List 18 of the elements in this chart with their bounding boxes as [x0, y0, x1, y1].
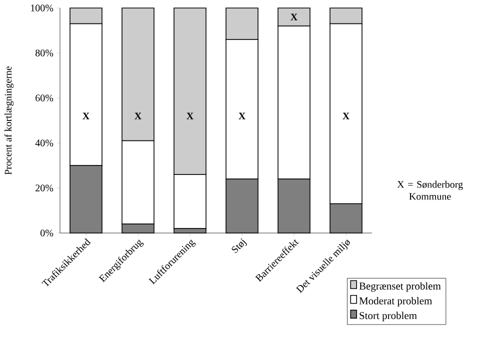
legend-label: Moderat problem: [359, 296, 432, 307]
annotation: X: [134, 112, 142, 120]
y-tick-label: 80%: [36, 50, 54, 56]
y-tick-label: 0%: [40, 230, 54, 236]
legend-label: Begrænset problem: [359, 282, 441, 292]
y-tick-label: 20%: [36, 184, 54, 192]
annotation: X: [186, 112, 194, 120]
legend-label: Stort problem: [360, 312, 417, 322]
annotation: X: [342, 112, 350, 120]
y-tick-label: 60%: [36, 94, 54, 102]
y-axis-title: Procent af kortlægningerne: [4, 66, 14, 175]
annotation: X: [82, 112, 90, 120]
annotation: X: [238, 112, 246, 120]
y-tick-label: 100%: [31, 4, 54, 12]
y-tick-label: 40%: [35, 140, 54, 146]
text: X = Sønderborg Kommune: [397, 180, 463, 200]
x-tick-label: Støj: [232, 238, 247, 254]
annotation: X: [290, 14, 298, 20]
